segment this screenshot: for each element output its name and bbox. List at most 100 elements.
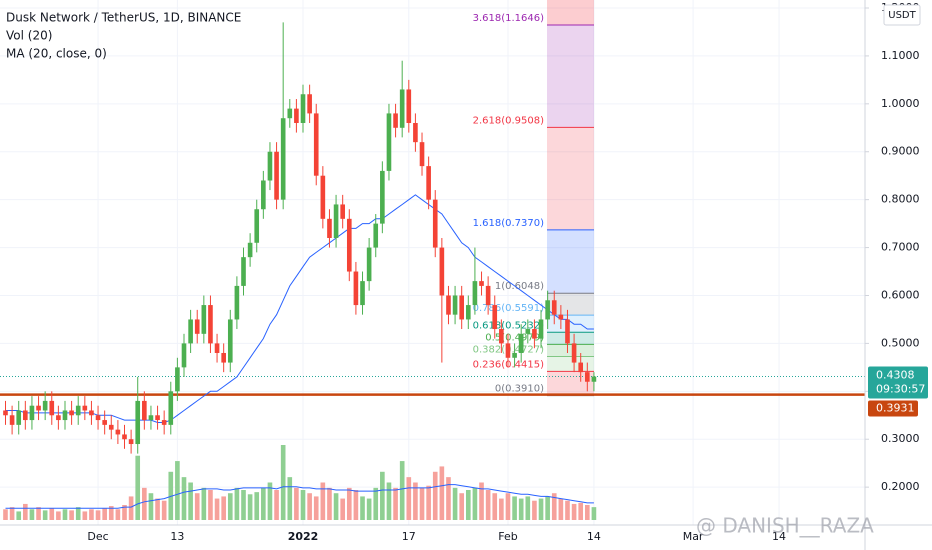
candle-body	[373, 223, 379, 248]
volume-bar	[75, 507, 81, 520]
volume-bar	[214, 498, 220, 520]
candle-body	[525, 329, 531, 334]
candle-body	[479, 281, 484, 286]
candle-body	[346, 218, 352, 272]
candle-body	[274, 151, 279, 200]
volume-bar	[340, 498, 345, 520]
candle-body	[247, 242, 253, 258]
volume-bar	[313, 496, 319, 520]
candle-body	[221, 352, 226, 363]
candle-body	[201, 305, 207, 334]
candle-body	[287, 108, 293, 119]
fib-zone	[547, 344, 594, 357]
axes: 0.20000.30000.40000.50000.60000.70000.80…	[87, 1, 928, 543]
currency-badge[interactable]	[883, 4, 921, 26]
candle-body	[307, 94, 312, 114]
candle-body	[82, 405, 88, 411]
x-tick-label: 2022	[288, 530, 319, 543]
fib-label: 0.786(0.5591)	[473, 303, 545, 314]
candle-body	[234, 285, 240, 320]
volume-bar	[36, 507, 41, 520]
fib-zone	[547, 293, 594, 316]
candle-body	[386, 113, 392, 171]
volume-bar	[307, 493, 312, 520]
candle-body	[591, 376, 597, 382]
y-tick-label: 1.1000	[881, 49, 920, 62]
candle-body	[122, 434, 127, 440]
volume-bar	[161, 500, 167, 520]
fib-label: 0.5(0.4979)	[485, 332, 544, 343]
volume-bar	[538, 498, 544, 520]
candle-body	[472, 281, 478, 306]
volume-bar	[254, 492, 260, 520]
volume-bar	[9, 507, 15, 520]
volume-ma-line	[5, 484, 594, 509]
candle-body	[426, 166, 431, 200]
candle-body	[135, 400, 141, 445]
y-tick-label: 1.0000	[881, 97, 920, 110]
candle-body	[584, 372, 590, 382]
y-tick-label: 0.5000	[881, 336, 920, 349]
candle-body	[267, 151, 273, 181]
volume-bar	[512, 496, 517, 520]
fib-label: 1(0.6048)	[495, 281, 544, 292]
candle-body	[23, 410, 28, 421]
support-badge	[868, 400, 918, 417]
candle-body	[446, 295, 451, 315]
candle-body	[161, 420, 167, 425]
fib-zone	[547, 332, 594, 345]
x-tick-label: 17	[402, 530, 416, 543]
candle-body	[254, 209, 260, 243]
candle-body	[578, 362, 584, 373]
candle-body	[36, 405, 41, 411]
volume-bar	[399, 461, 405, 520]
volume-bar	[241, 490, 246, 520]
currency-label: USDT	[888, 10, 916, 21]
x-tick-label: 13	[170, 530, 184, 543]
fib-zone	[547, 24, 594, 128]
candle-body	[399, 89, 405, 128]
volume-bar	[591, 507, 597, 520]
volume-bar	[353, 490, 359, 520]
volume-bar	[578, 502, 584, 520]
volume-bar	[346, 487, 352, 520]
fib-label: 2.618(0.9508)	[473, 115, 545, 126]
candle-body	[419, 142, 425, 167]
volume-bar	[208, 490, 213, 520]
volume-bar	[452, 487, 458, 520]
volume-bar	[194, 493, 200, 520]
candle-body	[333, 204, 339, 238]
candle-body	[360, 281, 365, 306]
volume-bar	[261, 487, 266, 520]
candle-body	[512, 352, 517, 358]
volume-bar	[128, 496, 134, 520]
support-label: 0.3931	[876, 402, 915, 415]
volume-bar	[327, 487, 332, 520]
y-tick-label: 0.8000	[881, 193, 920, 206]
countdown-label: 09:30:57	[876, 383, 925, 396]
volume-bar	[459, 493, 465, 520]
candle-body	[75, 405, 81, 416]
fib-label: 0.618(0.5232)	[473, 320, 545, 331]
volume-bar	[227, 493, 233, 520]
volume-bar	[485, 490, 491, 520]
volume-bar	[49, 508, 55, 520]
volume-bar	[419, 487, 425, 520]
volume-bar	[280, 445, 286, 520]
volume-bar	[413, 482, 418, 520]
volume-bar	[267, 482, 273, 520]
candle-body	[49, 400, 55, 416]
volume-bar	[102, 508, 107, 520]
volume-bar	[95, 510, 101, 520]
volume-bar	[122, 505, 127, 520]
candle-body	[380, 170, 385, 224]
fib-retracement: 0(0.3910)0.236(0.4415)0.382(0.4727)0.5(0…	[473, 0, 594, 397]
candle-body	[452, 295, 458, 315]
volume-bar	[62, 509, 68, 520]
volume-bar	[69, 510, 74, 520]
candle-body	[175, 367, 180, 392]
volume-bar	[545, 496, 550, 520]
volume-bar	[426, 485, 431, 520]
fib-label: 0(0.3910)	[495, 384, 544, 395]
